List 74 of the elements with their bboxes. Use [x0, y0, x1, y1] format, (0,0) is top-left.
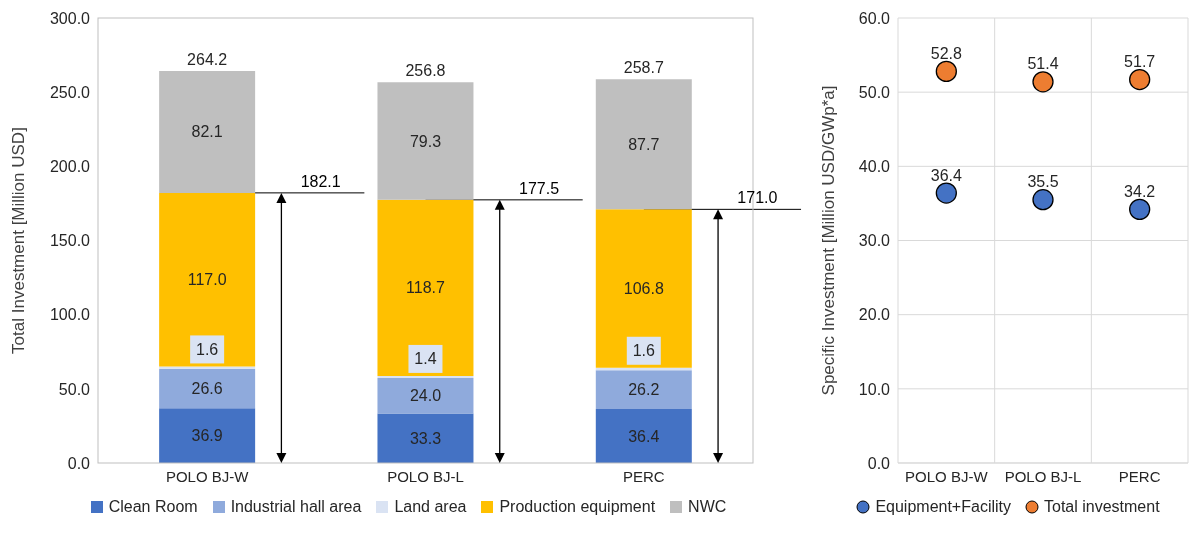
data-label: 35.5	[1027, 173, 1059, 191]
y-tick-label: 60.0	[858, 9, 891, 27]
data-label: 36.4	[930, 166, 963, 184]
y-axis-title: Total Investment [Million USD]	[9, 127, 29, 354]
data-label: 117.0	[187, 271, 227, 289]
y-tick-label: 100.0	[49, 306, 91, 324]
legend-label: Industrial hall area	[230, 498, 362, 516]
data-label: 1.6	[196, 340, 219, 358]
point	[1032, 189, 1054, 211]
x-tick-label: POLO BJ-W	[165, 467, 250, 485]
y-tick-label: 200.0	[49, 158, 91, 176]
y-axis-title: Specific Investment [Million USD/GWp*a]	[819, 85, 839, 396]
y-tick-label: 50.0	[858, 83, 891, 101]
total-label: 264.2	[187, 51, 228, 69]
y-tick-label: 250.0	[49, 83, 91, 101]
bar	[377, 199, 474, 376]
y-tick-label: 0.0	[67, 454, 91, 472]
y-tick-label: 30.0	[858, 232, 891, 250]
data-label: 106.8	[623, 280, 664, 298]
annotation: 182.1	[300, 172, 341, 190]
legend-label: Equipment+Facility	[875, 498, 1011, 516]
data-label: 82.1	[191, 123, 223, 141]
data-label: 36.4	[628, 427, 660, 445]
legend-label: Total investment	[1044, 498, 1160, 516]
data-label: 51.7	[1124, 53, 1156, 71]
bar	[159, 408, 256, 463]
data-label: 51.4	[1027, 55, 1059, 73]
data-label: 24.0	[409, 387, 442, 405]
y-tick-label: 150.0	[49, 232, 91, 250]
bar	[595, 209, 692, 368]
bar	[377, 413, 474, 463]
bar	[159, 71, 256, 193]
legend-label: Production equipment	[499, 498, 656, 516]
point	[1129, 68, 1151, 91]
bar	[595, 79, 692, 210]
bar	[159, 368, 256, 409]
y-tick-label: 20.0	[858, 306, 891, 324]
data-label: 26.6	[191, 380, 223, 398]
point	[935, 60, 957, 83]
data-label: 118.7	[406, 279, 445, 297]
y-tick-label: 50.0	[58, 380, 91, 398]
y-tick-label: 0.0	[867, 454, 891, 472]
x-tick-label: POLO BJ-L	[1004, 467, 1082, 485]
data-label: 26.2	[628, 381, 660, 399]
annotation: 177.5	[519, 179, 560, 197]
data-label: 36.9	[191, 427, 223, 445]
y-tick-label: 300.0	[49, 9, 91, 27]
point	[1129, 198, 1151, 220]
data-label: 79.3	[409, 132, 442, 150]
data-label: 1.4	[414, 350, 437, 368]
x-tick-label: PERC	[622, 467, 665, 485]
data-label: 33.3	[409, 429, 442, 447]
data-label: 87.7	[628, 135, 660, 153]
bar	[377, 378, 474, 414]
x-tick-label: POLO BJ-L	[387, 467, 464, 485]
total-label: 256.8	[405, 62, 446, 80]
bar	[595, 370, 692, 410]
annotation: 171.0	[737, 189, 778, 207]
data-label: 1.6	[632, 342, 656, 360]
data-label: 34.2	[1124, 182, 1156, 200]
total-label: 258.7	[623, 59, 664, 77]
y-tick-label: 10.0	[858, 380, 891, 398]
y-tick-label: 40.0	[858, 158, 891, 176]
point	[935, 182, 957, 204]
x-tick-label: PERC	[1118, 467, 1161, 485]
legend-label: NWC	[688, 498, 727, 516]
x-tick-label: POLO BJ-W	[905, 467, 989, 485]
bar	[595, 409, 692, 463]
bar	[377, 82, 474, 200]
legend-label: Land area	[394, 498, 467, 516]
point	[1032, 71, 1054, 93]
legend-label: Clean Room	[108, 498, 198, 516]
data-label: 52.8	[930, 44, 963, 62]
bar	[159, 192, 256, 367]
